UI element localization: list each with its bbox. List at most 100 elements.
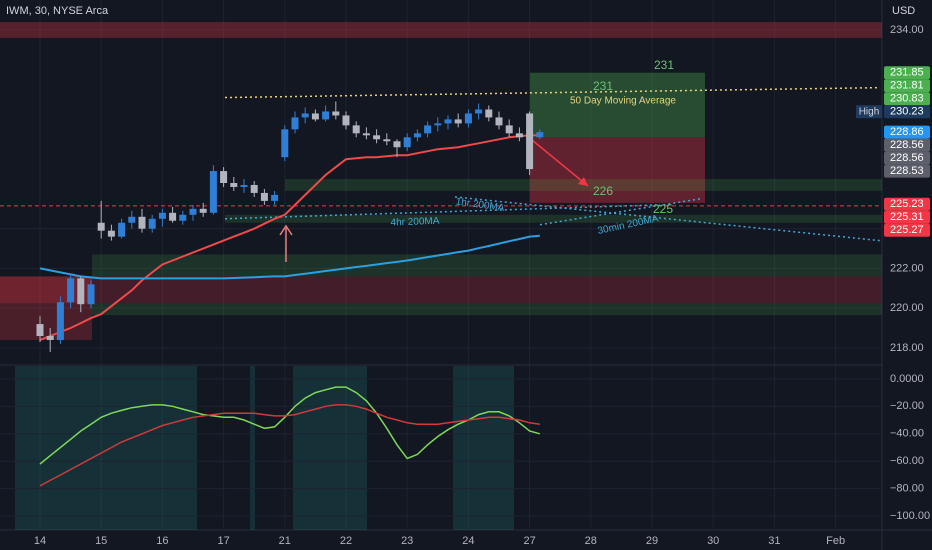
- candle-body: [169, 212, 177, 221]
- ma-line: [39, 134, 540, 341]
- candle-body: [403, 137, 411, 148]
- candle-body: [209, 171, 217, 213]
- candle-body: [322, 111, 330, 120]
- trendline: [224, 86, 881, 99]
- zone: [0, 276, 882, 304]
- y-tick-label: 234.00: [890, 24, 924, 36]
- candle-body: [383, 139, 391, 142]
- candle-body: [271, 194, 279, 201]
- arrow-head: [578, 177, 588, 186]
- price-label-box: [884, 197, 930, 211]
- candle-body: [301, 113, 309, 118]
- candle-body: [536, 132, 544, 138]
- price-label-box: [884, 138, 930, 152]
- annotation: 231: [654, 58, 674, 72]
- zone: [225, 214, 882, 223]
- y-tick-label: 222.00: [890, 262, 924, 274]
- y-tick-label: −60.00: [890, 455, 924, 467]
- x-tick-label: 27: [523, 535, 535, 547]
- annotation: 231: [593, 79, 613, 93]
- y-tick-label: 0.0000: [890, 373, 924, 385]
- candle-body: [128, 216, 136, 223]
- candle-body: [373, 135, 381, 140]
- x-tick-label: 30: [707, 535, 719, 547]
- y-tick-label: −100.00: [890, 510, 930, 522]
- candle-body: [342, 115, 350, 126]
- x-tick-label: 16: [156, 535, 168, 547]
- price-label-box: [884, 92, 930, 106]
- candle-body: [515, 133, 523, 138]
- y-tick-label: 218.00: [890, 342, 924, 354]
- price-label-box: [884, 125, 930, 139]
- candle-body: [230, 182, 238, 187]
- candle-body: [189, 208, 197, 215]
- candle-body: [485, 109, 493, 118]
- price-label: 225.27: [890, 224, 924, 236]
- y-tick-label: −40.00: [890, 428, 924, 440]
- price-label-box: [884, 151, 930, 165]
- candle-body: [444, 119, 452, 124]
- price-tag: High: [859, 106, 880, 117]
- signal-region: [250, 366, 255, 530]
- candle-body: [505, 125, 513, 134]
- y-tick-label: 220.00: [890, 302, 924, 314]
- x-tick-label: 21: [279, 535, 291, 547]
- signal-region: [453, 366, 514, 530]
- candle-body: [464, 113, 472, 124]
- x-tick-label: 22: [340, 535, 352, 547]
- price-label-box: [884, 105, 930, 119]
- price-label: 230.83: [890, 93, 924, 105]
- candle-body: [36, 324, 44, 336]
- candle-body: [97, 222, 105, 231]
- candle-body: [434, 123, 442, 126]
- annotation: 225: [653, 202, 673, 216]
- x-tick-label: 17: [217, 535, 229, 547]
- trendline-label: 4hr 200MA: [390, 216, 440, 229]
- x-tick-label: 24: [462, 535, 474, 547]
- candle-body: [250, 184, 258, 193]
- trendline: [454, 196, 881, 242]
- oscillator-line: [39, 386, 540, 465]
- x-tick-label: 31: [768, 535, 780, 547]
- candle-body: [291, 117, 299, 130]
- y-axis-label: USD: [892, 5, 915, 17]
- candle-body: [199, 208, 207, 213]
- chart-title: IWM, 30, NYSE Arca: [6, 5, 109, 17]
- arrow: [531, 139, 589, 187]
- ma-line: [39, 234, 540, 280]
- price-label: 225.31: [890, 211, 924, 223]
- price-label-box: [884, 66, 930, 80]
- y-tick-label: −80.00: [890, 483, 924, 495]
- candle-body: [260, 192, 268, 201]
- candle-body: [148, 218, 156, 229]
- candle-body: [46, 335, 54, 340]
- zone: [92, 303, 882, 316]
- zone: [0, 22, 882, 38]
- zone: [530, 137, 705, 203]
- candle-body: [67, 278, 75, 303]
- oscillator-line: [39, 404, 540, 487]
- candle-body: [424, 125, 432, 134]
- candle-body: [413, 133, 421, 138]
- candle-body: [362, 133, 370, 136]
- candle-body: [281, 129, 289, 158]
- price-label: 228.56: [890, 139, 924, 151]
- candle-body: [495, 117, 503, 126]
- price-label: 228.56: [890, 152, 924, 164]
- price-label-box: [884, 210, 930, 224]
- price-label-box: [884, 79, 930, 93]
- candle-body: [77, 278, 85, 305]
- candle-body: [87, 284, 95, 305]
- candle-body: [332, 111, 340, 116]
- y-tick-label: −20.00: [890, 400, 924, 412]
- candle-body: [158, 212, 166, 219]
- x-tick-label: 23: [401, 535, 413, 547]
- candle-body: [179, 214, 187, 221]
- candle-body: [393, 141, 401, 148]
- candle-body: [240, 184, 248, 187]
- arrow-head: [279, 224, 293, 236]
- annotation: 226: [593, 184, 613, 198]
- candle-body: [56, 302, 64, 340]
- x-tick-label: 15: [95, 535, 107, 547]
